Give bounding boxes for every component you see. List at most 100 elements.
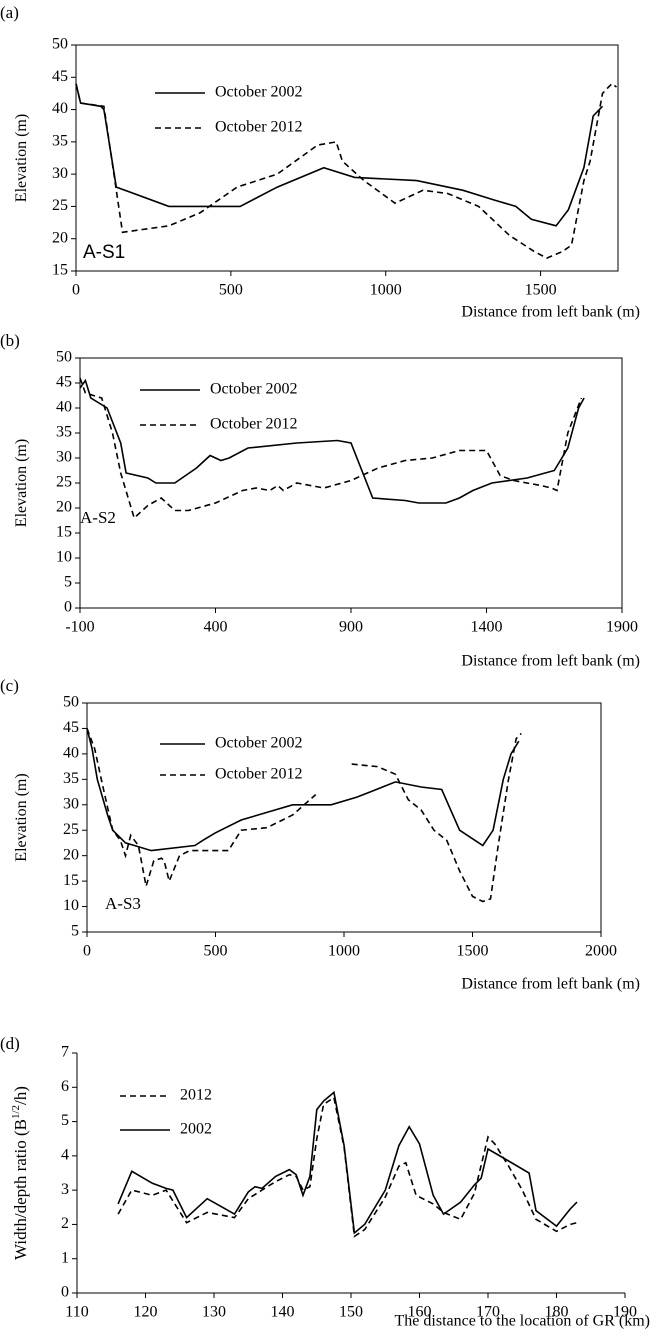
legend-label: October 2012 <box>215 766 303 783</box>
y-axis-label-sup: 1/2 <box>10 1105 22 1119</box>
legend-label: October 2012 <box>215 119 303 136</box>
y-tick-label: 3 <box>61 1181 69 1198</box>
panel-label: (a) <box>0 3 19 22</box>
data-line <box>117 1096 578 1238</box>
y-tick-label: 45 <box>52 68 68 85</box>
x-tick-label: 0 <box>72 282 80 299</box>
data-line <box>79 377 583 520</box>
y-axis-label-end: /h) <box>11 1086 30 1105</box>
y-tick-label: 0 <box>64 599 72 616</box>
data-line <box>86 728 522 903</box>
y-tick-label: 40 <box>52 100 68 117</box>
y-tick-label: 10 <box>63 897 79 914</box>
x-tick-label: 1500 <box>457 943 489 960</box>
x-tick-label: 130 <box>202 1304 226 1321</box>
y-axis-label: Elevation (m) <box>13 773 30 861</box>
y-tick-label: 35 <box>63 770 79 787</box>
panel-label: (c) <box>0 676 19 695</box>
y-tick-label: 20 <box>52 229 68 246</box>
x-tick-label: 1000 <box>328 943 360 960</box>
y-tick-label: 25 <box>63 821 79 838</box>
y-tick-label: 15 <box>52 262 68 279</box>
y-tick-label: 30 <box>56 449 72 466</box>
y-axis-label: Elevation (m) <box>13 439 30 527</box>
x-tick-label: 140 <box>271 1304 295 1321</box>
y-axis-label: Width/depth ratio (B1/2/h) <box>10 1086 30 1260</box>
y-tick-label: 7 <box>61 1044 69 1061</box>
y-tick-label: 5 <box>64 574 72 591</box>
data-line <box>86 728 520 852</box>
x-tick-label: 1400 <box>471 619 503 636</box>
x-tick-label: 160 <box>408 1304 432 1321</box>
x-tick-label: 180 <box>545 1304 569 1321</box>
y-tick-label: 20 <box>56 499 72 516</box>
y-tick-label: 40 <box>56 399 72 416</box>
y-tick-label: 30 <box>63 795 79 812</box>
y-tick-label: 35 <box>52 133 68 150</box>
x-tick-label: 900 <box>339 619 363 636</box>
legend-label: 2012 <box>180 1087 212 1104</box>
annotation: A-S1 <box>83 242 125 263</box>
x-tick-label: 110 <box>65 1304 88 1321</box>
data-line <box>117 1090 578 1235</box>
y-tick-label: 45 <box>56 374 72 391</box>
x-axis-label: Distance from left bank (m) <box>461 976 640 993</box>
y-axis-label-text: Elevation (m) <box>13 114 30 202</box>
legend-label: October 2002 <box>215 84 303 101</box>
data-line <box>75 82 617 259</box>
y-tick-label: 50 <box>56 349 72 366</box>
y-tick-label: 25 <box>52 197 68 214</box>
y-tick-label: 15 <box>63 872 79 889</box>
x-tick-label: 190 <box>613 1304 637 1321</box>
annotation: A-S2 <box>80 508 116 527</box>
y-tick-label: 25 <box>56 474 72 491</box>
y-tick-label: 2 <box>61 1215 69 1232</box>
x-tick-label: 1000 <box>370 282 402 299</box>
y-tick-label: 20 <box>63 846 79 863</box>
plot-frame <box>75 44 619 272</box>
x-tick-label: 150 <box>339 1304 363 1321</box>
y-tick-label: 5 <box>61 1112 69 1129</box>
x-axis-label: Distance from left bank (m) <box>461 653 640 670</box>
x-tick-label: 500 <box>219 282 243 299</box>
y-tick-label: 1 <box>61 1249 69 1266</box>
y-axis-label-text: Width/depth ratio (B <box>11 1119 30 1260</box>
y-tick-label: 50 <box>63 694 79 711</box>
data-line <box>75 83 604 227</box>
data-line <box>79 378 585 504</box>
x-tick-label: 1900 <box>606 619 638 636</box>
panel-label: (d) <box>0 1034 20 1053</box>
x-axis-label: Distance from left bank (m) <box>461 304 640 321</box>
x-tick-label: 400 <box>204 619 228 636</box>
x-tick-label: -100 <box>65 619 94 636</box>
x-tick-label: 120 <box>134 1304 158 1321</box>
y-axis-label: Elevation (m) <box>13 114 30 202</box>
y-axis-label-text: Elevation (m) <box>13 439 30 527</box>
x-tick-label: 2000 <box>585 943 617 960</box>
y-axis-label-text: Elevation (m) <box>13 773 30 861</box>
legend-label: October 2012 <box>210 416 298 433</box>
y-tick-label: 50 <box>52 36 68 53</box>
y-tick-label: 40 <box>63 745 79 762</box>
legend-label: October 2002 <box>215 735 303 752</box>
y-tick-label: 15 <box>56 524 72 541</box>
x-tick-label: 500 <box>204 943 228 960</box>
x-tick-label: 170 <box>476 1304 500 1321</box>
panel-label: (b) <box>0 331 20 350</box>
plot-frame <box>86 702 602 933</box>
y-tick-label: 45 <box>63 719 79 736</box>
y-tick-label: 5 <box>71 923 79 940</box>
y-tick-label: 6 <box>61 1078 69 1095</box>
annotation: A-S3 <box>105 894 141 913</box>
legend-label: 2002 <box>180 1121 212 1138</box>
y-tick-label: 35 <box>56 424 72 441</box>
y-tick-label: 10 <box>56 549 72 566</box>
y-tick-label: 30 <box>52 165 68 182</box>
x-axis-label: The distance to the location of GR (km) <box>395 1313 650 1330</box>
y-tick-label: 4 <box>61 1147 69 1164</box>
y-tick-label: 0 <box>61 1284 69 1301</box>
x-tick-label: 1500 <box>525 282 557 299</box>
legend-label: October 2002 <box>210 381 298 398</box>
